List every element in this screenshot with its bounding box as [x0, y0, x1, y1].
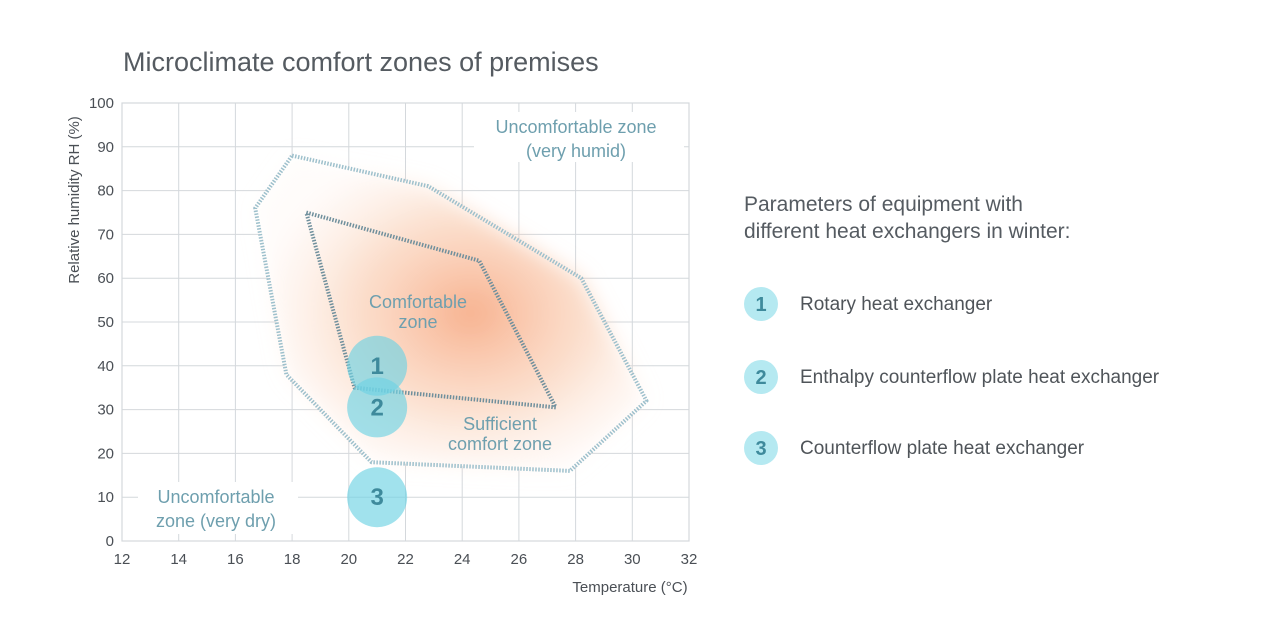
dry-zone-label-line-1: Uncomfortable	[157, 487, 274, 507]
data-point-1	[347, 335, 408, 396]
x-tick-label: 12	[114, 551, 131, 568]
legend-panel: Parameters of equipment with different h…	[744, 193, 1160, 465]
y-tick-label: 30	[97, 402, 114, 419]
x-tick-label: 18	[284, 551, 301, 568]
x-tick-label: 30	[624, 551, 641, 568]
y-tick-label: 50	[97, 314, 114, 331]
legend-title-line-1: Parameters of equipment with	[744, 193, 1023, 216]
data-point-label-3: 3	[370, 484, 383, 511]
legend-badge-2	[744, 360, 778, 394]
legend-title-line-2: different heat exchangers in winter:	[744, 220, 1070, 243]
zones	[253, 153, 649, 473]
legend-number-2: 2	[755, 367, 766, 389]
y-tick-label: 100	[89, 95, 114, 112]
x-axis-label: Temperature (°C)	[572, 579, 687, 596]
y-tick-label: 20	[97, 445, 114, 462]
dry-label-backdrop	[138, 482, 298, 534]
data-point-2	[347, 377, 408, 438]
sufficient-zone-label-line-1: Sufficient	[463, 414, 537, 434]
x-tick-label: 16	[227, 551, 244, 568]
legend-label-2: Enthalpy counterflow plate heat exchange…	[800, 367, 1160, 388]
x-tick-label: 26	[511, 551, 528, 568]
x-tick-label: 32	[681, 551, 698, 568]
legend-label-1: Rotary heat exchanger	[800, 294, 993, 315]
legend-number-1: 1	[755, 294, 766, 316]
sufficient-zone-label-line-2: comfort zone	[448, 434, 552, 454]
y-tick-label: 0	[106, 533, 114, 550]
x-tick-label: 22	[397, 551, 414, 568]
y-axis-label: Relative humidity RH (%)	[66, 116, 83, 284]
x-tick-label: 28	[567, 551, 584, 568]
y-tick-label: 90	[97, 139, 114, 156]
y-tick-label: 60	[97, 270, 114, 287]
humid-zone-label-line-1: Uncomfortable zone	[495, 117, 656, 137]
x-tick-label: 14	[170, 551, 187, 568]
y-tick-label: 40	[97, 358, 114, 375]
legend-number-3: 3	[755, 438, 766, 460]
data-point-3	[347, 467, 408, 528]
y-tick-label: 10	[97, 489, 114, 506]
sufficient-zone-outline	[253, 153, 649, 473]
data-point-label-1: 1	[370, 353, 383, 380]
comfortable-zone-label-line-2: zone	[398, 312, 437, 332]
humid-zone-label-line-2: (very humid)	[526, 141, 626, 161]
legend-items: 1 Rotary heat exchanger 2 Enthalpy counterf…	[744, 287, 1160, 465]
x-tick-label: 20	[340, 551, 357, 568]
dry-zone-label-line-2: zone (very dry)	[156, 511, 276, 531]
legend-badge-1	[744, 287, 778, 321]
sufficient-zone-fill	[255, 155, 647, 471]
legend-badge-3	[744, 431, 778, 465]
x-tick-label: 24	[454, 551, 471, 568]
y-tick-label: 80	[97, 183, 114, 200]
legend-label-3: Counterflow plate heat exchanger	[800, 438, 1085, 459]
y-tick-label: 70	[97, 226, 114, 243]
axis-ticks: 12 14 16 18 20 22 24 26 28 30 32010203040506070809…	[89, 95, 697, 568]
region-labels: Uncomfortable zone (very humid) Uncomforta…	[138, 112, 684, 534]
data-points: 1 2 3	[347, 335, 408, 528]
humid-label-backdrop	[474, 112, 684, 162]
data-point-label-2: 2	[370, 394, 383, 421]
comfortable-zone-label-line-1: Comfortable	[369, 292, 467, 312]
chart-title: Microclimate comfort zones of premises	[123, 47, 599, 77]
